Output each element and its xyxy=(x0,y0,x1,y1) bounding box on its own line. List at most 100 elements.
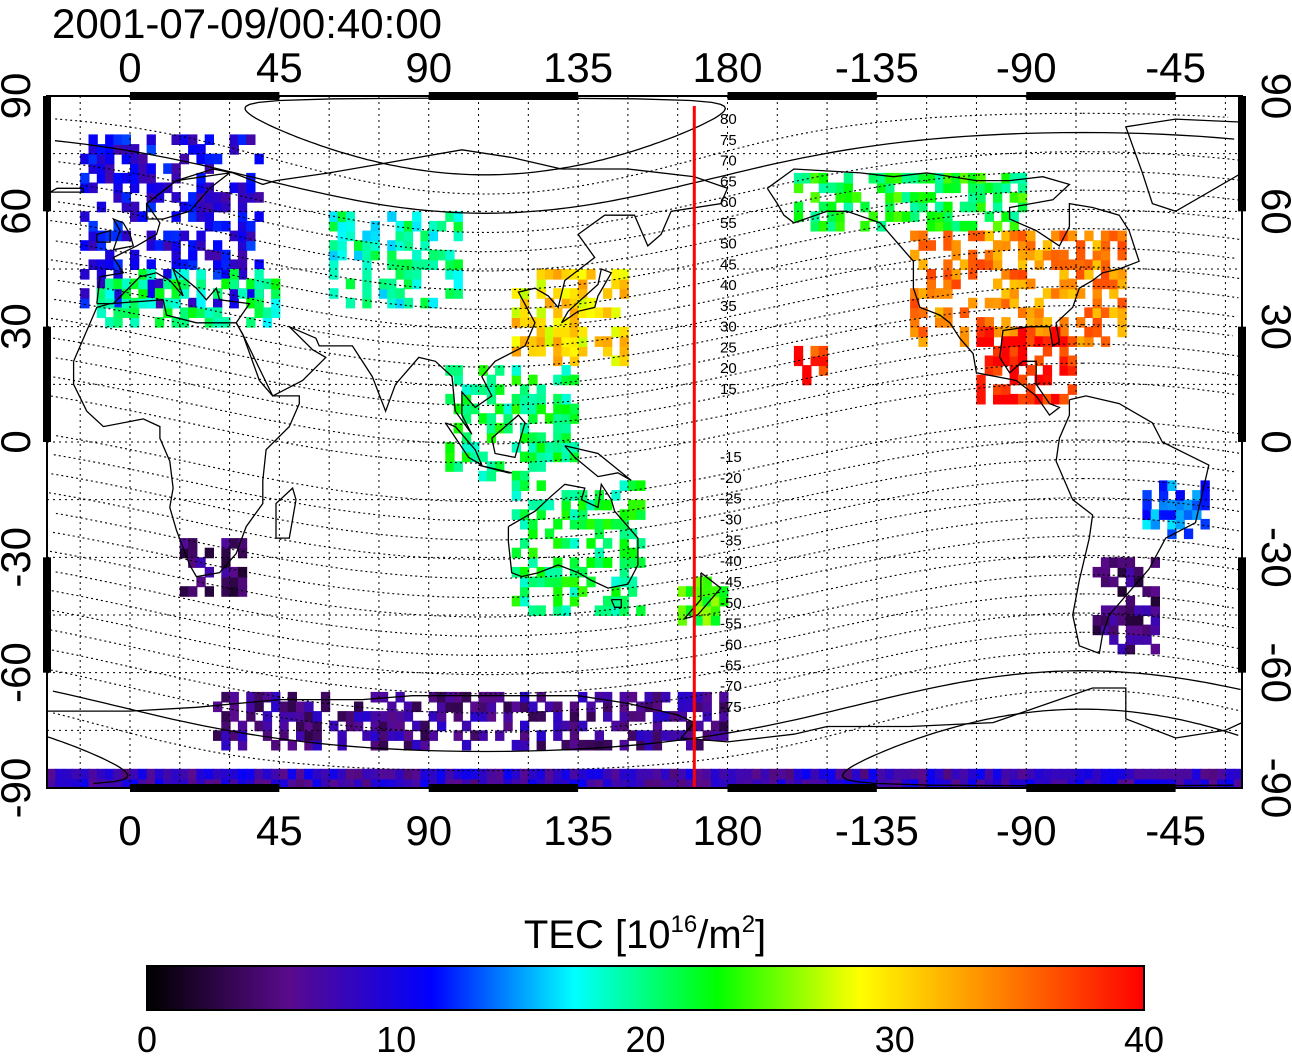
tec-cell xyxy=(511,768,521,780)
coastline xyxy=(47,687,1242,743)
tec-cell xyxy=(403,297,414,309)
tec-cell xyxy=(1026,336,1036,347)
tec-cell xyxy=(959,336,970,347)
tec-cell xyxy=(1125,605,1136,616)
tec-cell xyxy=(345,211,356,222)
tec-cell xyxy=(121,134,131,145)
tec-cell xyxy=(470,442,480,453)
tec-cell xyxy=(611,768,621,780)
tec-cell xyxy=(553,345,563,357)
tec-cell xyxy=(802,768,812,780)
tec-cell xyxy=(511,470,521,482)
tec-cell xyxy=(403,711,414,722)
tec-cell xyxy=(1084,778,1094,788)
tec-cell xyxy=(362,297,372,309)
tec-cell xyxy=(520,451,530,463)
tec-cell xyxy=(1009,355,1019,367)
tec-cell xyxy=(553,557,563,568)
tec-cell xyxy=(221,220,231,232)
tec-cell xyxy=(893,768,903,780)
tec-cell xyxy=(818,778,829,788)
tec-cell xyxy=(395,259,405,270)
tec-cell xyxy=(926,220,936,232)
tec-cell xyxy=(105,249,115,261)
tec-cell xyxy=(553,336,563,347)
tec-cell xyxy=(993,192,1003,203)
tec-cell xyxy=(229,768,239,780)
tec-cell xyxy=(818,172,829,184)
tec-cell xyxy=(146,297,156,309)
tec-cell xyxy=(354,778,364,788)
tec-cell xyxy=(337,211,347,222)
tec-cell xyxy=(229,278,239,290)
tec-cell xyxy=(80,211,90,222)
tec-cell xyxy=(536,509,546,520)
tec-cell xyxy=(1009,345,1019,357)
coastline xyxy=(444,422,484,467)
tec-cell xyxy=(876,220,887,232)
tec-cell xyxy=(204,586,214,597)
tec-cell xyxy=(246,230,256,242)
tec-cell xyxy=(993,778,1003,788)
tec-cell xyxy=(843,201,853,213)
tec-cell xyxy=(1009,230,1019,242)
tec-cell xyxy=(470,778,480,788)
tec-cell xyxy=(1117,326,1127,338)
tec-cell xyxy=(478,778,488,788)
tec-cell xyxy=(403,240,414,251)
tec-cell xyxy=(544,413,555,424)
mlat-label: 20 xyxy=(720,360,737,377)
tec-cell xyxy=(221,768,231,780)
tec-cell xyxy=(461,720,472,732)
tec-cell xyxy=(287,691,297,703)
bottom-lon-tick-label: 180 xyxy=(692,807,762,854)
tec-cell xyxy=(196,153,206,165)
tec-cell xyxy=(544,566,555,578)
tec-cell xyxy=(553,374,563,386)
tec-region xyxy=(179,538,248,597)
tec-cell xyxy=(254,691,264,703)
tec-cell xyxy=(486,711,497,722)
tec-cell xyxy=(619,711,629,722)
tec-cell xyxy=(619,355,629,367)
tec-cell xyxy=(968,778,978,788)
tec-cell xyxy=(561,374,571,386)
tec-cell xyxy=(777,778,787,788)
tec-cell xyxy=(860,220,870,232)
tec-cell xyxy=(528,768,538,780)
tec-cell xyxy=(171,317,181,328)
tec-cell xyxy=(1001,182,1011,194)
tec-cell xyxy=(636,768,646,780)
tec-cell xyxy=(1208,778,1219,788)
tec-cell xyxy=(63,768,73,780)
tec-cell xyxy=(710,595,721,607)
tec-cell xyxy=(445,778,455,788)
tec-cell xyxy=(345,230,356,242)
tec-cell xyxy=(445,451,455,463)
tec-cell xyxy=(486,374,497,386)
mlat-label: -45 xyxy=(720,574,742,591)
tec-cell xyxy=(885,192,895,203)
tec-cell xyxy=(702,778,712,788)
tec-cell xyxy=(1059,269,1069,280)
tec-cell xyxy=(1134,576,1144,588)
tec-cell xyxy=(619,326,629,338)
tec-cell xyxy=(1059,393,1069,405)
tec-cell xyxy=(511,509,521,520)
coastline xyxy=(491,414,526,459)
mlat-contour xyxy=(55,554,1242,637)
tec-cell xyxy=(503,711,513,722)
tec-cell xyxy=(611,778,621,788)
tec-cell xyxy=(694,768,704,780)
tec-cell xyxy=(810,192,820,203)
tec-cell xyxy=(163,240,173,251)
tec-cell xyxy=(196,269,206,280)
tec-cell xyxy=(603,605,613,616)
tec-cell xyxy=(536,403,546,415)
tec-cell xyxy=(428,730,438,741)
tec-cell xyxy=(329,768,339,780)
bottom-lon-tick-label: 135 xyxy=(543,807,613,854)
tec-cell xyxy=(976,259,986,270)
tec-cell xyxy=(130,172,140,184)
tec-cell xyxy=(943,220,953,232)
